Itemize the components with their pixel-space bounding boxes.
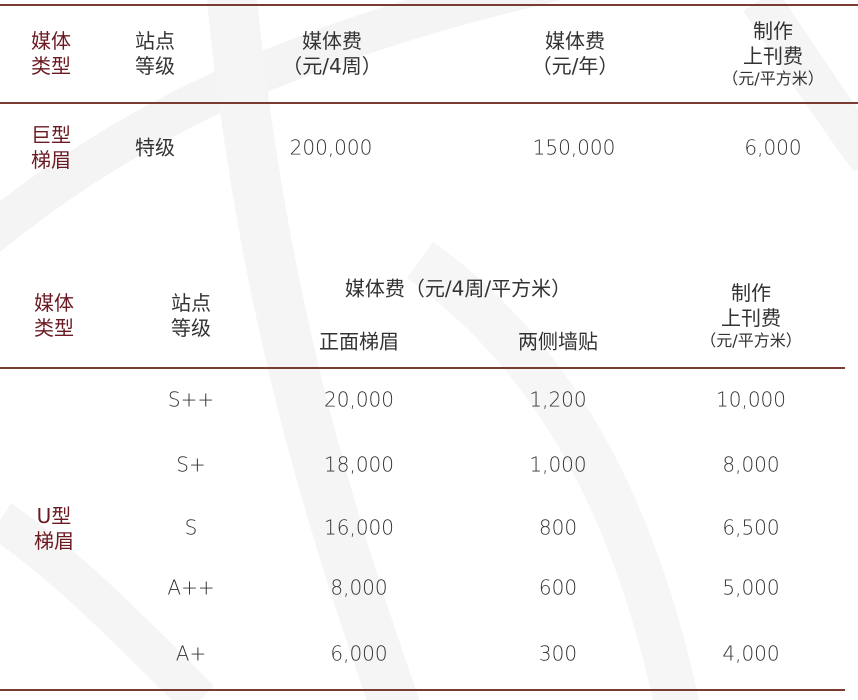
cell-side: 1,000 [529, 452, 587, 477]
label: 类型 [31, 54, 71, 78]
cell-front: 16,000 [324, 515, 394, 540]
cell-level: S [184, 515, 198, 540]
label: （元/4周） [282, 54, 382, 78]
t1-header-fee-year: 媒体费 （元/年） [532, 29, 619, 79]
table2-header-rule [0, 367, 845, 369]
cell-level: A++ [167, 575, 215, 600]
cell-production: 6,500 [722, 515, 780, 540]
label: 上刊费 [743, 44, 803, 68]
cell-side: 300 [538, 641, 578, 666]
cell-front: 20,000 [324, 387, 394, 412]
label: 梯眉 [34, 529, 74, 553]
cell-front: 8,000 [330, 575, 388, 600]
table1-header-rule [0, 102, 858, 104]
label: 媒体费 [545, 29, 605, 53]
t1-row-production: 6,000 [744, 135, 802, 160]
t1-header-production: 制作 上刊费 （元/平方米） [722, 19, 823, 89]
t2-media-type: U型 梯眉 [34, 504, 74, 554]
t1-row-level: 特级 [135, 135, 175, 160]
label: U型 [36, 504, 72, 528]
t2-header-station-level: 站点 等级 [171, 291, 211, 341]
cell-side: 1,200 [529, 387, 587, 412]
label: 上刊费 [721, 306, 781, 330]
cell-level: S+ [176, 452, 206, 477]
label: （元/年） [531, 54, 619, 78]
cell-production: 5,000 [722, 575, 780, 600]
label: 等级 [135, 54, 175, 78]
cell-level: A+ [175, 641, 207, 666]
cell-production: 4,000 [722, 641, 780, 666]
label: 媒体费 [302, 29, 362, 53]
label: 制作 [753, 19, 793, 43]
cell-side: 600 [538, 575, 578, 600]
t1-row-fee-4week: 200,000 [289, 135, 373, 160]
unit-label: （元/平方米） [700, 331, 802, 350]
cell-production: 8,000 [722, 452, 780, 477]
label: 类型 [34, 316, 74, 340]
label: 等级 [171, 316, 211, 340]
t2-header-production: 制作 上刊费 （元/平方米） [700, 281, 801, 351]
label: 站点 [171, 291, 211, 315]
cell-level: S++ [167, 387, 215, 412]
label: 站点 [135, 29, 175, 53]
label: 媒体 [34, 291, 74, 315]
label: 制作 [731, 281, 771, 305]
cell-front: 18,000 [324, 452, 394, 477]
t1-row-fee-year: 150,000 [532, 135, 616, 160]
cell-production: 10,000 [716, 387, 786, 412]
table1-top-rule [0, 4, 858, 6]
table2-bottom-rule [0, 689, 845, 691]
cell-front: 6,000 [330, 641, 388, 666]
t2-header-media-type: 媒体 类型 [34, 291, 74, 341]
t1-row-media-type: 巨型 梯眉 [31, 123, 71, 173]
label: 媒体 [31, 29, 71, 53]
t1-header-station-level: 站点 等级 [135, 29, 175, 79]
t2-header-fee-group: 媒体费（元/4周/平方米） [344, 276, 572, 301]
t1-header-fee-4week: 媒体费 （元/4周） [282, 29, 381, 79]
t2-header-side: 两侧墙贴 [518, 329, 598, 354]
t2-header-front: 正面梯眉 [319, 329, 399, 354]
cell-side: 800 [538, 515, 578, 540]
unit-label: （元/平方米） [722, 69, 824, 88]
label: 巨型 [31, 123, 71, 147]
t1-header-media-type: 媒体 类型 [31, 29, 71, 79]
label: 梯眉 [31, 148, 71, 172]
